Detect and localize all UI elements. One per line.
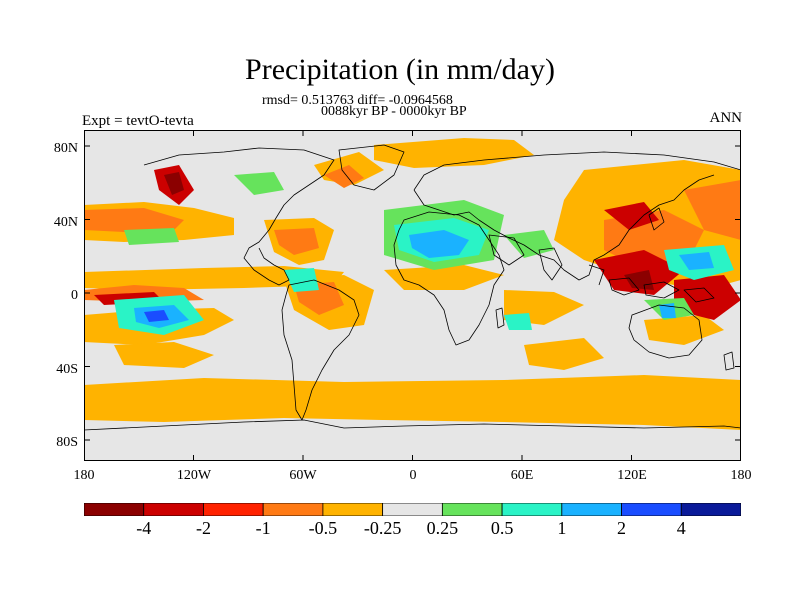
colorbar-label: -0.25 [363,518,402,538]
period-text: 0088kyr BP - 0000kyr BP [321,104,467,119]
anomaly-region [504,230,554,258]
colorbar-swatch [322,503,384,516]
continent-outline [143,147,335,286]
colorbar-swatch [262,503,324,516]
continent-outline [723,351,735,371]
anomaly-region [84,375,741,430]
season-label: ANN [709,110,743,126]
precip-anomaly-fields [84,138,741,430]
lon-label-120e: 120E [617,468,647,483]
continent-outline [648,207,665,231]
experiment-label: Expt = tevtO-tevta [82,113,194,129]
anomaly-region [144,310,169,322]
continent-outline [488,234,563,281]
continent-outline [281,279,360,421]
colorbar-label: -4 [136,518,152,538]
continent-outline [84,419,741,431]
colorbar-label: -2 [195,518,211,538]
anomaly-region [274,228,319,255]
anomaly-region [604,202,659,230]
lat-label-0: 0 [71,288,78,303]
colorbar-label: 0.5 [490,518,514,538]
anomaly-region [234,172,284,195]
colorbar-swatch [621,503,682,516]
colorbar-label: -0.5 [308,518,338,538]
precipitation-map [84,130,741,461]
lat-label-40n: 40N [53,215,78,230]
anomaly-region [164,172,184,195]
anomaly-region [284,268,319,292]
stats-text: rmsd= 0.513763 diff= -0.0964568 [262,93,453,108]
anomaly-region [374,138,534,168]
colorbar-swatch [441,503,503,516]
lon-label-0: 0 [409,468,417,483]
anomaly-region [84,266,344,290]
anomaly-region [644,315,724,345]
continent-outline [628,304,703,359]
colorbar-label: 4 [676,518,686,538]
lon-label-60w: 60W [289,468,317,483]
lat-label-80n: 80N [53,141,78,156]
colorbar [84,503,741,516]
coastlines [84,144,741,431]
anomaly-region [324,165,364,188]
lon-label-180w: 180 [73,468,95,483]
colorbar-swatch [501,503,563,516]
plot-title: Precipitation (in mm/day) [245,53,555,86]
anomaly-region [684,180,741,240]
colorbar-swatch [561,503,622,516]
lat-label-40s: 40S [56,362,78,377]
anomaly-region [504,313,532,330]
continent-outline [413,151,741,281]
colorbar-label: 2 [617,518,627,538]
lat-label-80s: 80S [56,435,78,450]
anomaly-region [114,342,214,368]
continent-outline [393,211,505,346]
continent-outline [495,307,505,329]
anomaly-region [674,275,741,320]
continent-outline [588,264,715,303]
continent-outline [338,144,405,191]
anomaly-region [124,228,179,245]
map-frame [84,130,741,461]
anomaly-region [409,230,469,258]
lon-label-180e: 180 [730,468,752,483]
colorbar-label: -1 [255,518,271,538]
colorbar-label: 0.25 [426,518,459,538]
colorbar-swatch [143,503,204,516]
colorbar-swatch [84,503,145,516]
colorbar-swatch [680,503,741,516]
anomaly-region [679,252,714,270]
lon-label-60e: 60E [510,468,534,483]
anomaly-region [524,338,604,370]
lon-label-120w: 120W [176,468,212,483]
anomaly-region [84,208,184,232]
colorbar-swatch [382,503,443,516]
colorbar-swatch [203,503,264,516]
colorbar-label: 1 [557,518,567,538]
